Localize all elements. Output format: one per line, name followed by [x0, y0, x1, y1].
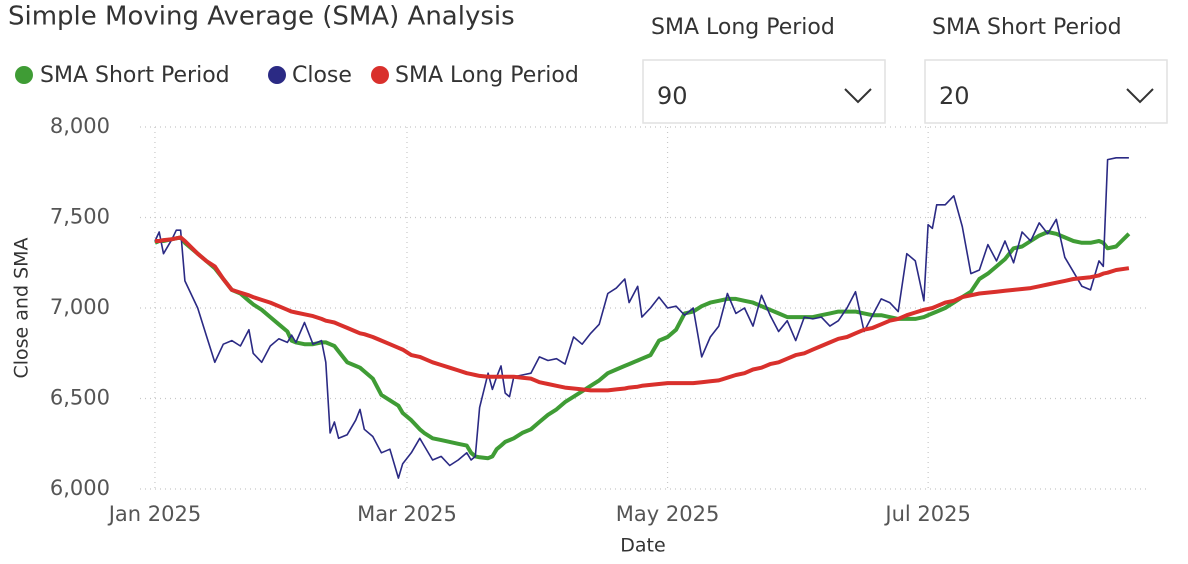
legend-marker	[371, 66, 389, 84]
series-line	[154, 157, 1129, 479]
dropdown[interactable]: 90	[642, 59, 886, 124]
y-axis-title: Close and SMA	[11, 237, 33, 378]
dropdown[interactable]: 20	[924, 59, 1168, 124]
legend-label: SMA Long Period	[395, 63, 579, 88]
x-tick-label: Jan 2025	[107, 502, 202, 526]
x-axis-title: Date	[620, 535, 665, 557]
dropdown-value: 90	[657, 82, 688, 110]
chevron	[1126, 88, 1154, 104]
legend-marker	[15, 66, 33, 84]
dropdown-value: 20	[939, 82, 970, 110]
chevron	[844, 88, 872, 104]
legend-label: SMA Short Period	[40, 63, 230, 88]
x-tick-label: May 2025	[616, 502, 720, 526]
y-tick-label: 8,000	[50, 114, 110, 138]
y-tick-label: 7,000	[50, 295, 110, 319]
y-tick-label: 6,000	[50, 476, 110, 500]
series-line	[155, 235, 1130, 393]
slicer-title: SMA Long Period	[651, 15, 835, 40]
dropdown-box[interactable]	[924, 59, 1168, 124]
legend-label: Close	[292, 63, 352, 88]
dropdown-box[interactable]	[642, 59, 886, 124]
x-tick-label: Jul 2025	[883, 502, 970, 526]
legend-marker	[268, 66, 286, 84]
y-tick-label: 6,500	[50, 386, 110, 410]
slicer-title: SMA Short Period	[932, 15, 1122, 40]
series-line	[154, 230, 1131, 461]
chart-title: Simple Moving Average (SMA) Analysis	[8, 2, 515, 32]
x-tick-label: Mar 2025	[357, 502, 457, 526]
y-tick-label: 7,500	[50, 205, 110, 229]
